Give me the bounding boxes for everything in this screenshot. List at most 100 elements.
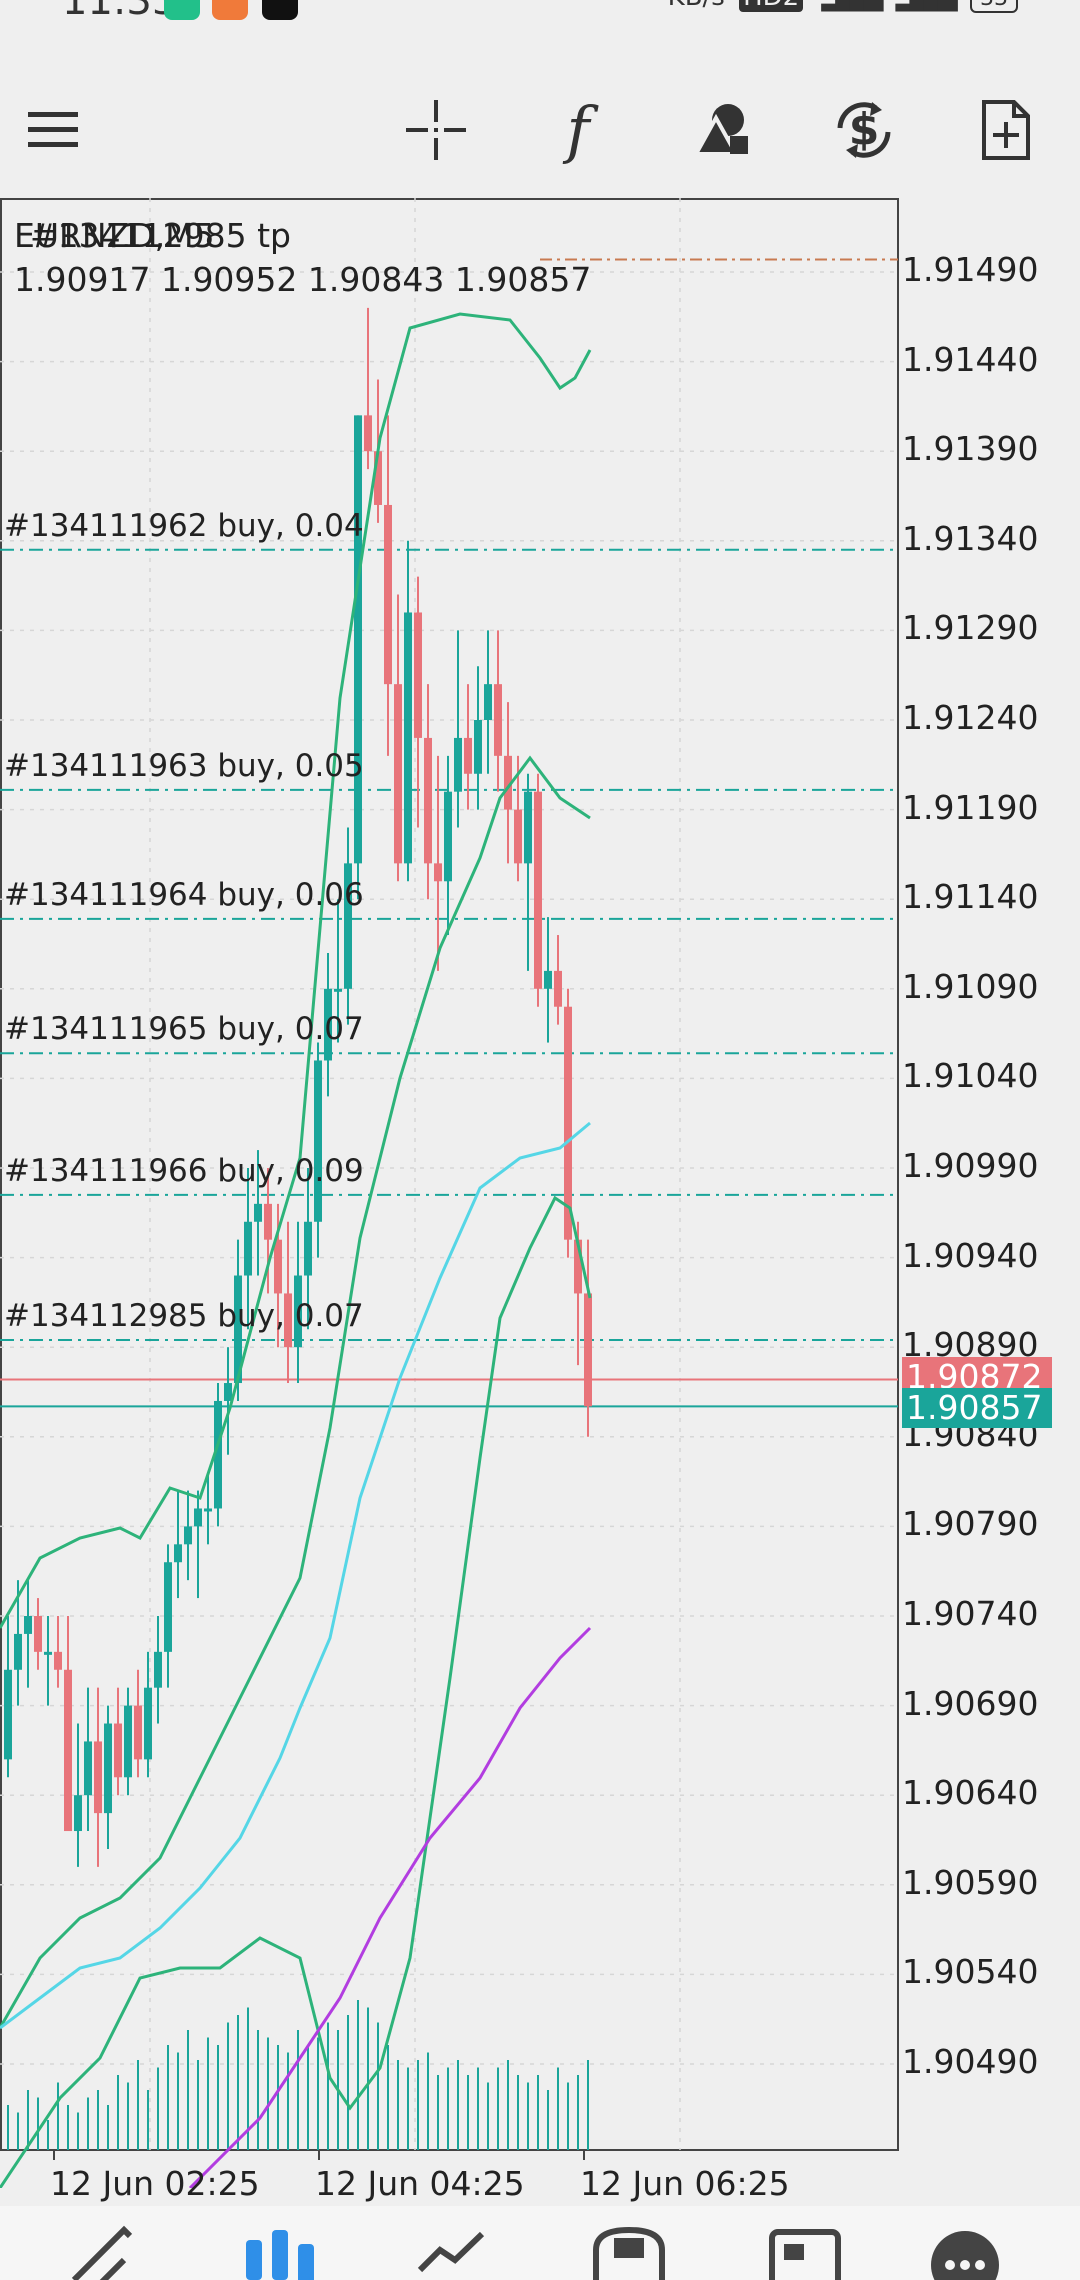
candle-body <box>54 1651 62 1670</box>
candle-body <box>254 1203 262 1222</box>
price-tick-label: 1.90790 <box>902 1504 1039 1544</box>
candle-body <box>14 1633 22 1670</box>
nav-news[interactable] <box>760 2220 850 2280</box>
candle-body <box>514 809 522 864</box>
price-tick-label: 1.90490 <box>902 2042 1039 2081</box>
candle-body <box>234 1275 242 1384</box>
ask-price-tag: 1.90857 <box>902 1388 1052 1429</box>
price-tick-label: 1.91190 <box>902 787 1039 827</box>
candle-body <box>104 1723 112 1814</box>
hamburger-menu-icon <box>28 112 78 147</box>
candle-body <box>424 737 432 864</box>
price-tick-label: 1.91090 <box>902 966 1039 1006</box>
time-tick-label: 12 Jun 04:25 <box>315 2164 525 2203</box>
candle-body <box>274 1239 282 1294</box>
candle-body <box>34 1616 42 1652</box>
candle-body <box>354 415 362 864</box>
candle-body <box>574 1239 582 1294</box>
order-label: #134111964 buy, 0.06 <box>4 876 364 913</box>
candle-body <box>24 1616 32 1634</box>
order-label: #134111966 buy, 0.09 <box>4 1152 364 1189</box>
function-icon: f <box>566 93 590 166</box>
symbol-title: EURNZD,M5 <box>14 216 215 255</box>
tiktok-icon <box>262 0 298 20</box>
nav-chart[interactable] <box>236 2220 326 2280</box>
order-label: #134111963 buy, 0.05 <box>4 747 364 784</box>
candle-body <box>124 1705 132 1778</box>
bollinger-upper <box>0 312 592 1629</box>
candle-body <box>194 1508 202 1527</box>
crosshair-icon <box>406 100 466 160</box>
candle-body <box>444 791 452 882</box>
candle-body <box>134 1705 142 1760</box>
menu-button[interactable] <box>14 90 94 170</box>
more-icon <box>931 2231 999 2280</box>
price-tick-label: 1.90590 <box>902 1862 1039 1902</box>
new-order-button[interactable] <box>966 90 1046 170</box>
price-tick-label: 1.90540 <box>902 1952 1039 1992</box>
candle-body <box>44 1651 52 1655</box>
price-tick-label: 1.91140 <box>902 877 1039 917</box>
chart-toolbar: f $ <box>0 70 1080 180</box>
trade-button[interactable]: $ <box>824 90 904 170</box>
objects-button[interactable] <box>682 90 762 170</box>
plot-frame <box>0 198 899 2151</box>
indicators-button[interactable]: f <box>538 90 618 170</box>
signal-icon: ▂▄▆█ <box>896 0 958 12</box>
candle-body <box>454 737 462 792</box>
ohlc-values: 1.90917 1.90952 1.90843 1.90857 <box>14 260 592 299</box>
nav-trade[interactable] <box>410 2220 500 2280</box>
nav-history[interactable] <box>584 2220 674 2280</box>
candle-body <box>334 988 342 992</box>
app-notification-icon <box>164 0 200 20</box>
candle-body <box>84 1741 92 1796</box>
shapes-icon <box>692 104 748 156</box>
candle-body <box>244 1221 252 1276</box>
bollinger-middle <box>0 755 591 2029</box>
order-label: #134112985 buy, 0.07 <box>4 1298 364 1335</box>
price-chart[interactable]: EURNZD,M5 #134112985 tp 1.90917 1.90952 … <box>0 198 1080 2203</box>
more-notifications-icon: ••• <box>316 0 387 12</box>
status-right: KB/s HD2 ▂▄▆█ ▂▄▆█ 33 <box>668 0 1018 13</box>
candle-body <box>484 684 492 720</box>
dollar-cycle-icon: $ <box>837 102 891 158</box>
crosshair-button[interactable] <box>396 90 476 170</box>
bollinger-lower <box>0 1195 592 2188</box>
price-tick-label: 1.91440 <box>902 339 1039 379</box>
tp-label: #134112985 tp <box>30 216 291 255</box>
candle-body <box>264 1203 272 1240</box>
quotes-icon <box>71 2225 133 2280</box>
bottom-navigation <box>0 2206 1080 2280</box>
candle-body <box>314 1060 322 1222</box>
nav-more[interactable] <box>920 2220 1010 2280</box>
price-tick-label: 1.91340 <box>902 518 1039 558</box>
candle-body <box>4 1669 12 1760</box>
candle-body <box>494 684 502 756</box>
candle-body <box>304 1221 312 1276</box>
candle-body <box>394 684 402 864</box>
candle-body <box>374 451 382 505</box>
app-notification-icon <box>212 0 248 20</box>
chart-canvas[interactable] <box>0 198 1080 2188</box>
candle-body <box>524 791 532 864</box>
trade-icon <box>417 2231 485 2273</box>
add-document-icon <box>982 100 1030 160</box>
nav-quotes[interactable] <box>64 2220 154 2280</box>
candle-body <box>184 1526 192 1545</box>
ma-fast <box>0 1121 591 2030</box>
price-tick-label: 1.90640 <box>902 1773 1039 1813</box>
status-time: 11:33 <box>62 0 178 24</box>
price-tick-label: 1.90940 <box>902 1235 1039 1275</box>
candle-body <box>554 970 562 1007</box>
hd-badge: HD2 <box>739 0 804 12</box>
chart-icon <box>246 2230 314 2280</box>
candle-body <box>114 1723 122 1778</box>
candle-body <box>504 755 512 810</box>
candle-body <box>434 863 442 882</box>
candle-body <box>364 415 372 452</box>
candle-body <box>64 1669 72 1832</box>
candle-body <box>284 1293 292 1348</box>
candle-body <box>584 1293 592 1407</box>
candle-body <box>414 612 422 738</box>
ma-slow <box>188 1626 592 2188</box>
